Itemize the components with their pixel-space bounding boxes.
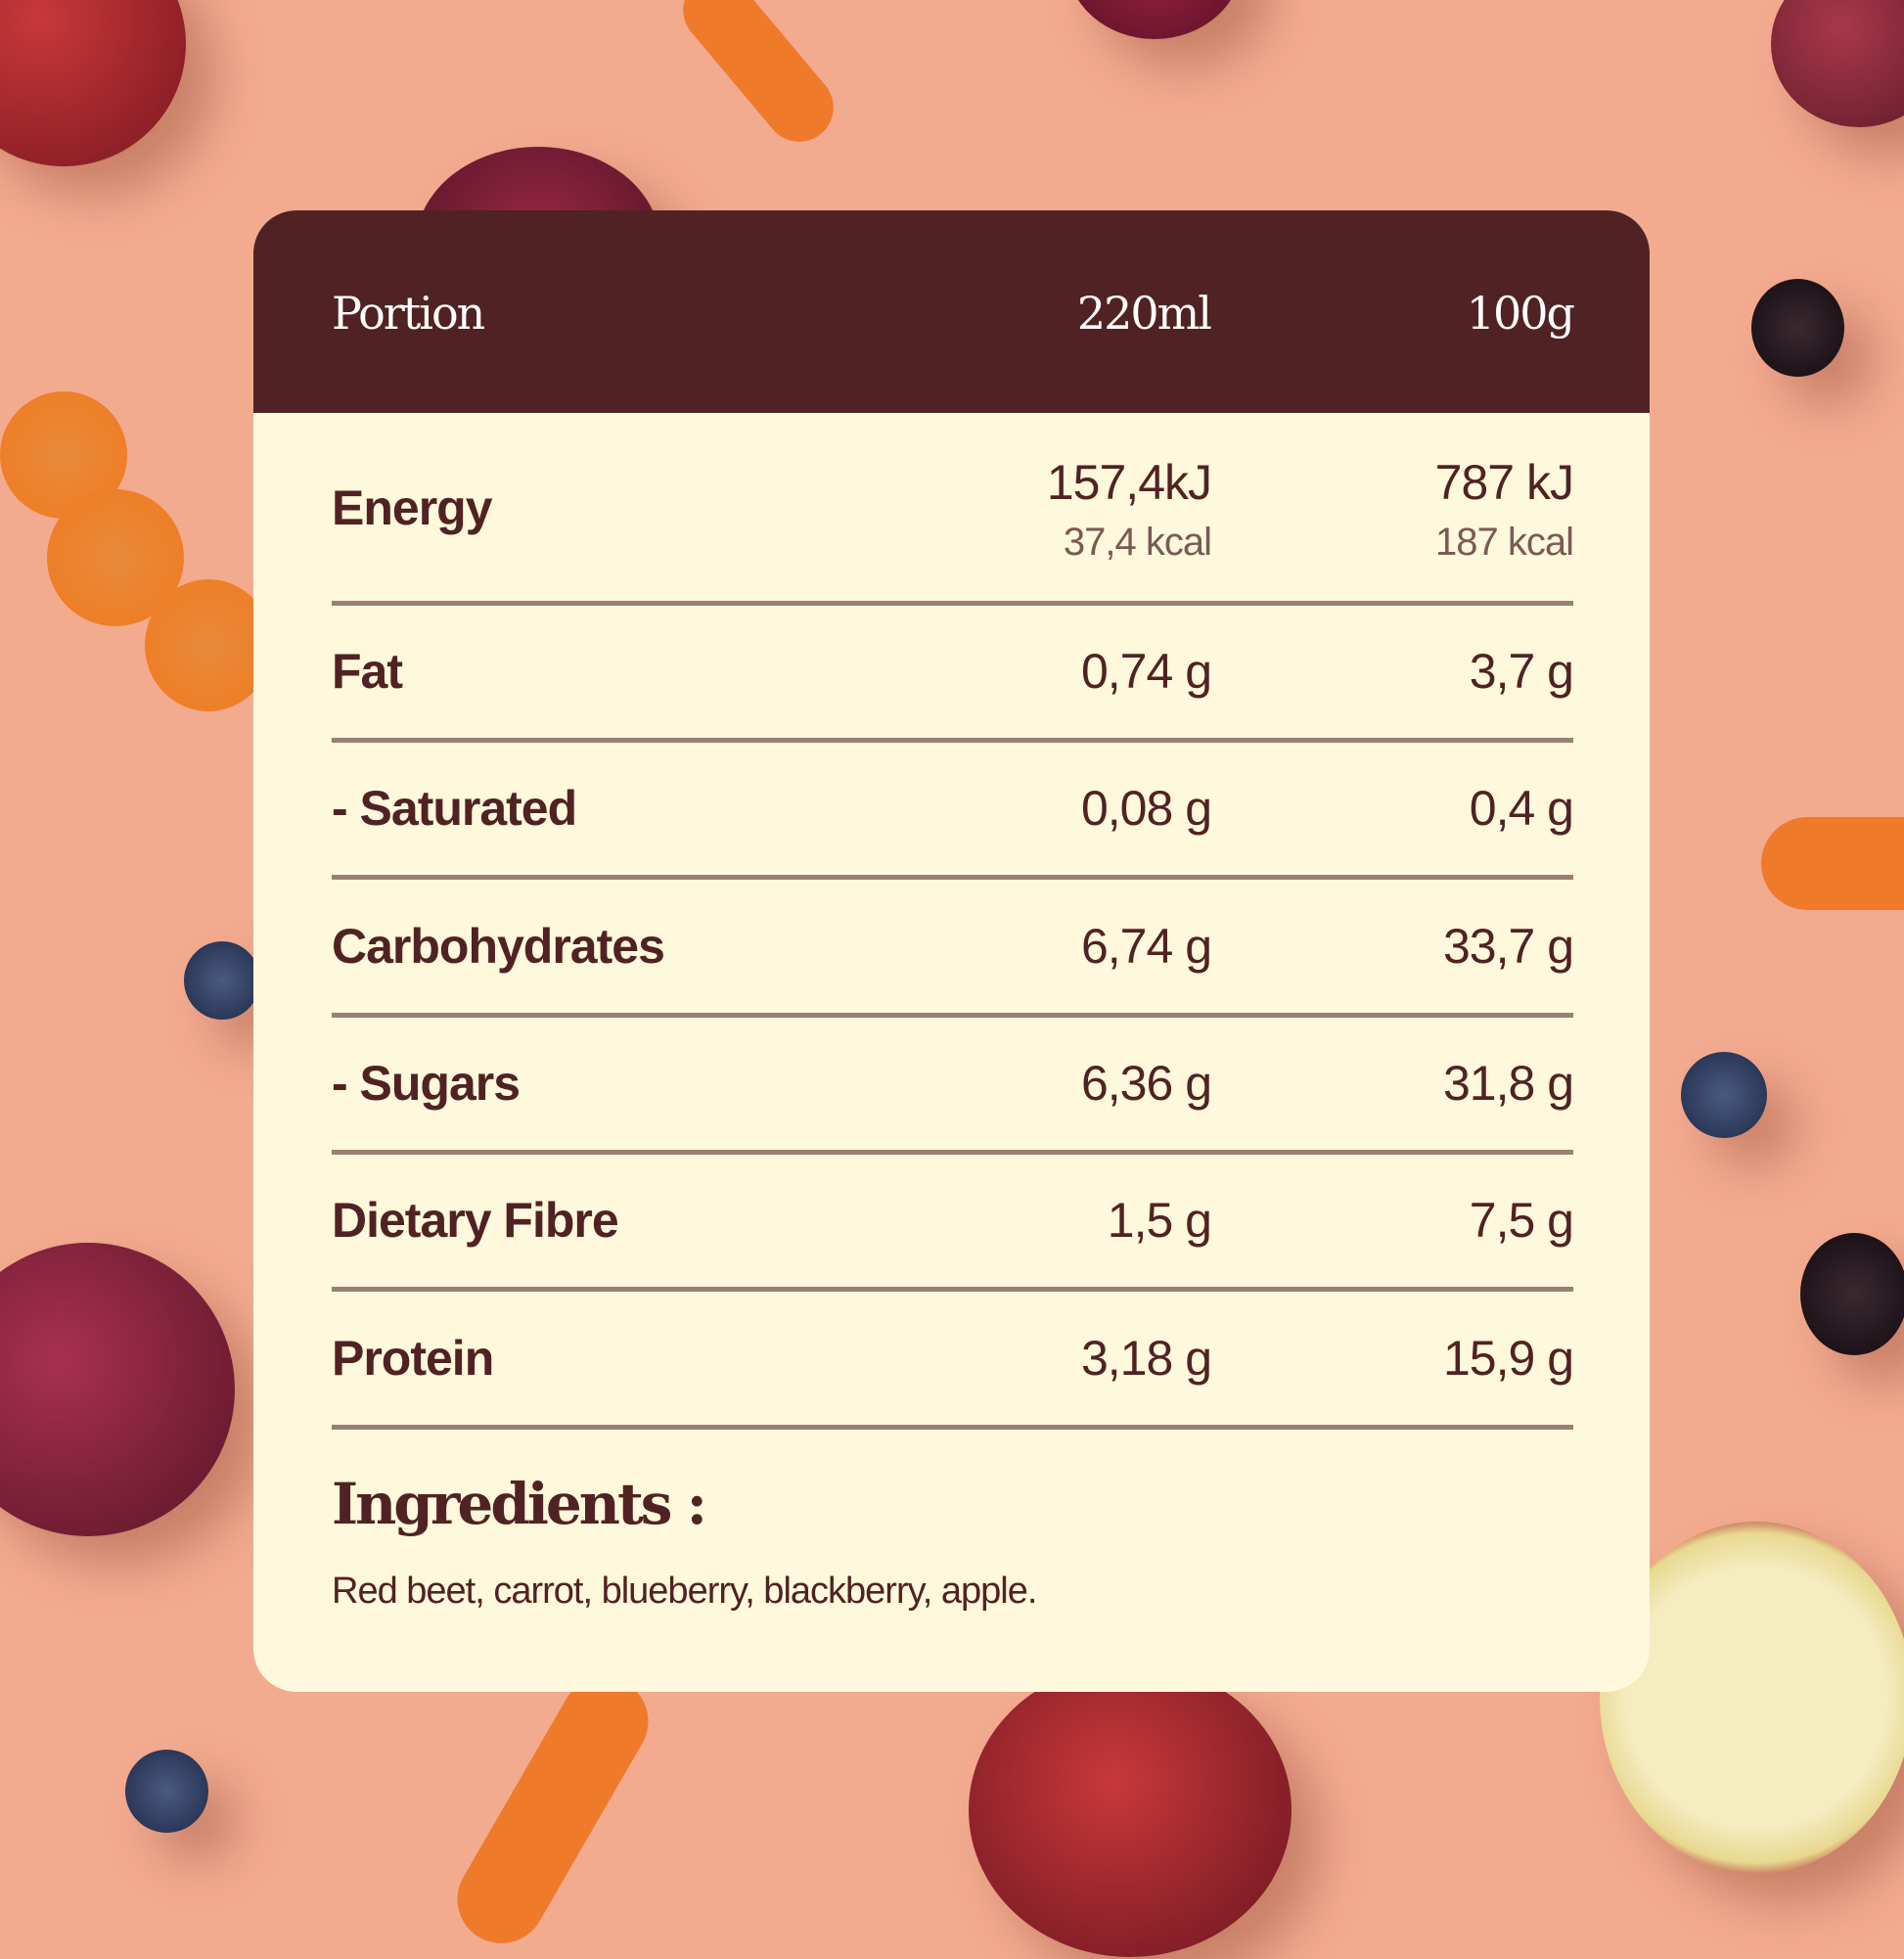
- beet-image: [1066, 0, 1243, 39]
- blackberry-image: [1751, 279, 1844, 377]
- apple-half-image: [1600, 1522, 1904, 1874]
- header-portion: Portion: [332, 287, 485, 340]
- apple-image: [1771, 0, 1904, 127]
- row-label: Dietary Fibre: [332, 1193, 619, 1249]
- header-220ml: 220ml: [1076, 287, 1212, 340]
- value-100g: 15,9 g: [1442, 1330, 1574, 1386]
- row-label: Carbohydrates: [332, 918, 665, 974]
- table-row: - Saturated 0,08 g 0,4 g: [332, 743, 1574, 881]
- beet-image: [0, 1243, 235, 1536]
- value-220ml: 0,08 g: [1080, 781, 1212, 837]
- blackberry-image: [1800, 1233, 1904, 1355]
- value-220ml: 6,74 g: [1080, 918, 1212, 974]
- table-row: Protein 3,18 g 15,9 g: [332, 1293, 1574, 1430]
- value-220ml: 1,5 g: [1107, 1193, 1212, 1249]
- energy-kj-220ml: 157,4kJ: [1046, 455, 1212, 510]
- value-100g: 31,8 g: [1442, 1055, 1574, 1111]
- table-header: Portion 220ml 100g: [253, 210, 1650, 413]
- energy-kcal-100g: 187 kcal: [1435, 521, 1574, 564]
- header-100g: 100g: [1466, 287, 1575, 340]
- ingredients-title: Ingredients :: [332, 1471, 707, 1537]
- apple-image: [0, 0, 186, 166]
- blueberry-image: [1681, 1052, 1767, 1138]
- energy-kj-100g: 787 kJ: [1434, 455, 1574, 510]
- blueberry-image: [125, 1750, 208, 1833]
- value-220ml: 3,18 g: [1080, 1330, 1212, 1386]
- table-row-energy: Energy 157,4kJ 37,4 kcal 787 kJ 187 kcal: [332, 413, 1574, 606]
- energy-kcal-220ml: 37,4 kcal: [1063, 521, 1212, 564]
- table-row: Carbohydrates 6,74 g 33,7 g: [332, 881, 1574, 1018]
- carrot-slice-image: [145, 579, 272, 711]
- nutrition-card: Portion 220ml 100g Energy 157,4kJ 37,4 k…: [253, 210, 1650, 1692]
- row-label: Energy: [332, 480, 493, 535]
- table-row: Fat 0,74 g 3,7 g: [332, 606, 1574, 743]
- carrot-image: [1761, 817, 1904, 910]
- value-100g: 0,4 g: [1469, 781, 1574, 837]
- row-label: - Sugars: [332, 1055, 521, 1111]
- blueberry-image: [184, 941, 260, 1020]
- apple-image: [969, 1663, 1292, 1957]
- ingredients-text: Red beet, carrot, blueberry, blackberry,…: [332, 1571, 1037, 1612]
- carrot-image: [441, 1661, 664, 1959]
- value-100g: 33,7 g: [1442, 918, 1574, 974]
- row-label: Fat: [332, 644, 403, 699]
- table-row: Dietary Fibre 1,5 g 7,5 g: [332, 1155, 1574, 1293]
- row-label: - Saturated: [332, 781, 577, 837]
- value-100g: 7,5 g: [1469, 1193, 1574, 1249]
- value-220ml: 6,36 g: [1080, 1055, 1212, 1111]
- value-100g: 3,7 g: [1469, 644, 1574, 699]
- row-label: Protein: [332, 1330, 494, 1386]
- carrot-image: [668, 0, 848, 157]
- value-220ml: 0,74 g: [1080, 644, 1212, 699]
- table-row: - Sugars 6,36 g 31,8 g: [332, 1018, 1574, 1155]
